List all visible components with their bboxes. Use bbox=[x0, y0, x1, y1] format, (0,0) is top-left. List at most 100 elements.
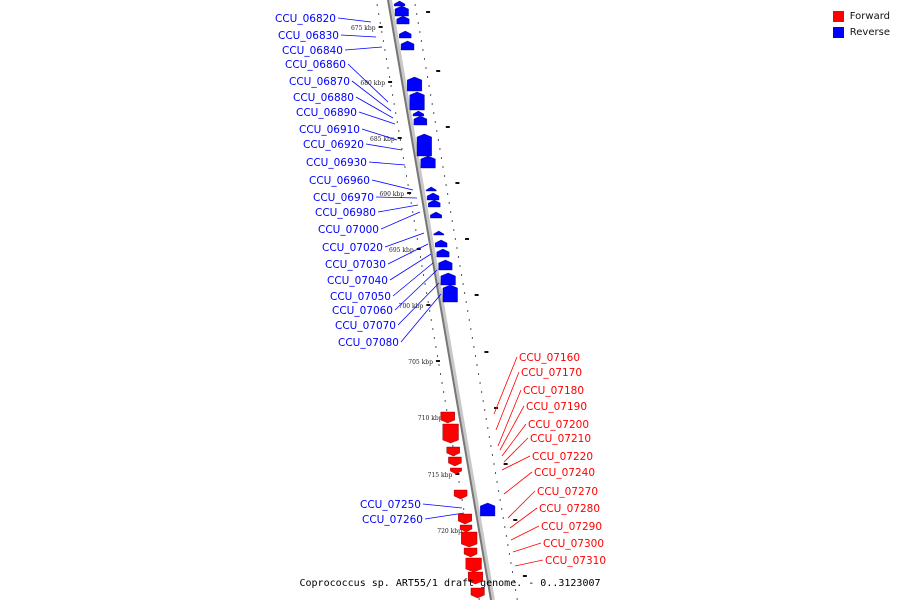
track-dot bbox=[474, 355, 476, 357]
scale-tick bbox=[465, 238, 470, 240]
reverse-gene-feature bbox=[416, 133, 432, 157]
scale-label: 705 kbp bbox=[408, 359, 433, 366]
leader-line bbox=[355, 96, 394, 119]
forward-gene-label: CCU_07200 bbox=[528, 419, 589, 431]
reverse-gene-label: CCU_06820 bbox=[275, 13, 336, 25]
track-dot bbox=[485, 418, 487, 420]
scale-tick bbox=[503, 463, 508, 465]
track-dot bbox=[465, 301, 467, 303]
track-dot bbox=[423, 58, 425, 60]
forward-gene-label: CCU_07270 bbox=[537, 486, 598, 498]
leader-line bbox=[365, 143, 403, 151]
track-dot bbox=[406, 175, 408, 177]
legend-reverse-label: Reverse bbox=[849, 26, 890, 38]
reverse-gene-label: CCU_06960 bbox=[309, 175, 370, 187]
scale-tick bbox=[474, 294, 479, 296]
track-dot bbox=[451, 220, 453, 222]
track-dot bbox=[384, 49, 386, 51]
track-dot bbox=[463, 508, 465, 510]
forward-gene-label: CCU_07240 bbox=[534, 467, 595, 479]
scale-tick bbox=[435, 360, 440, 362]
scale-tick bbox=[484, 351, 489, 353]
scale-tick bbox=[455, 473, 460, 475]
scale-label: 715 kbp bbox=[428, 472, 453, 479]
track-dot bbox=[433, 112, 435, 114]
track-dot bbox=[435, 346, 437, 348]
reverse-gene-label: CCU_06970 bbox=[313, 192, 374, 204]
reverse-gene-label: CCU_07260 bbox=[362, 514, 423, 526]
track-dot bbox=[491, 454, 493, 456]
track-dot bbox=[510, 562, 512, 564]
scale-label: 685 kbp bbox=[370, 136, 395, 143]
track-dot bbox=[381, 31, 383, 33]
track-dot bbox=[428, 85, 430, 87]
track-dot bbox=[468, 319, 470, 321]
scale-tick bbox=[378, 26, 383, 28]
genome-caption: Coprococcus sp. ART55/1 draft genome. - … bbox=[299, 578, 601, 589]
forward-gene-label: CCU_07280 bbox=[539, 503, 600, 515]
genome-axis-shadow bbox=[388, 0, 495, 600]
forward-gene-feature bbox=[467, 571, 483, 585]
reverse-gene-label: CCU_06920 bbox=[303, 139, 364, 151]
leader-line bbox=[361, 128, 398, 141]
scale-label: 680 kbp bbox=[360, 80, 385, 87]
forward-gene-feature bbox=[448, 456, 462, 467]
track-dot bbox=[479, 382, 481, 384]
track-dot bbox=[417, 22, 419, 24]
scale-tick bbox=[407, 192, 412, 194]
leader-line bbox=[387, 243, 429, 265]
track-dot bbox=[425, 67, 427, 69]
genome-axis bbox=[387, 0, 492, 600]
track-dot bbox=[507, 544, 509, 546]
scale-label: 690 kbp bbox=[379, 191, 404, 198]
scale-label: 675 kbp bbox=[351, 25, 376, 32]
leader-line bbox=[344, 46, 383, 51]
leader-line bbox=[501, 455, 531, 471]
track-dot bbox=[515, 589, 517, 591]
leader-line bbox=[499, 405, 525, 451]
track-dot bbox=[402, 157, 404, 159]
track-dot bbox=[471, 337, 473, 339]
forward-gene-label: CCU_07160 bbox=[519, 352, 580, 364]
track-dot bbox=[445, 184, 447, 186]
forward-gene-feature bbox=[453, 489, 468, 500]
leader-line bbox=[368, 161, 406, 166]
reverse-gene-label: CCU_06840 bbox=[282, 45, 343, 57]
track-dot bbox=[436, 355, 438, 357]
leader-line bbox=[358, 111, 396, 125]
track-dot bbox=[404, 166, 406, 168]
track-dot bbox=[407, 184, 409, 186]
reverse-gene-label: CCU_06930 bbox=[306, 157, 367, 169]
reverse-gene-label: CCU_06890 bbox=[296, 107, 357, 119]
scale-label: 700 kbp bbox=[399, 303, 424, 310]
leader-line bbox=[351, 80, 392, 112]
track-dot bbox=[415, 229, 417, 231]
track-dot bbox=[430, 94, 432, 96]
leader-line bbox=[497, 389, 522, 447]
gene-labels: CCU_06820 CCU_06830 CCU_06840 CCU_06860 CCU_… bbox=[275, 13, 606, 567]
forward-gene-feature bbox=[458, 513, 472, 525]
reverse-gene-feature bbox=[480, 502, 496, 517]
legend-forward-label: Forward bbox=[849, 10, 890, 22]
reverse-gene-feature bbox=[440, 272, 456, 286]
track-dot bbox=[392, 94, 394, 96]
forward-gene-feature bbox=[463, 547, 478, 558]
track-dot bbox=[414, 4, 416, 6]
forward-gene-label: CCU_07170 bbox=[521, 367, 582, 379]
leader-line bbox=[422, 503, 463, 509]
reverse-gene-feature bbox=[394, 5, 409, 17]
leader-line bbox=[397, 282, 440, 326]
reverse-gene-label: CCU_07020 bbox=[322, 242, 383, 254]
track-dot bbox=[478, 373, 480, 375]
reverse-gene-feature bbox=[413, 115, 428, 126]
leader-line bbox=[371, 179, 414, 191]
reverse-gene-label: CCU_06860 bbox=[285, 59, 346, 71]
forward-gene-label: CCU_07310 bbox=[545, 555, 606, 567]
track-dot bbox=[396, 121, 398, 123]
track-dot bbox=[499, 499, 501, 501]
forward-gene-label: CCU_07290 bbox=[541, 521, 602, 533]
track-dot bbox=[385, 58, 387, 60]
leader-line bbox=[380, 211, 421, 230]
scale-tick bbox=[436, 70, 441, 72]
track-dot bbox=[467, 310, 469, 312]
